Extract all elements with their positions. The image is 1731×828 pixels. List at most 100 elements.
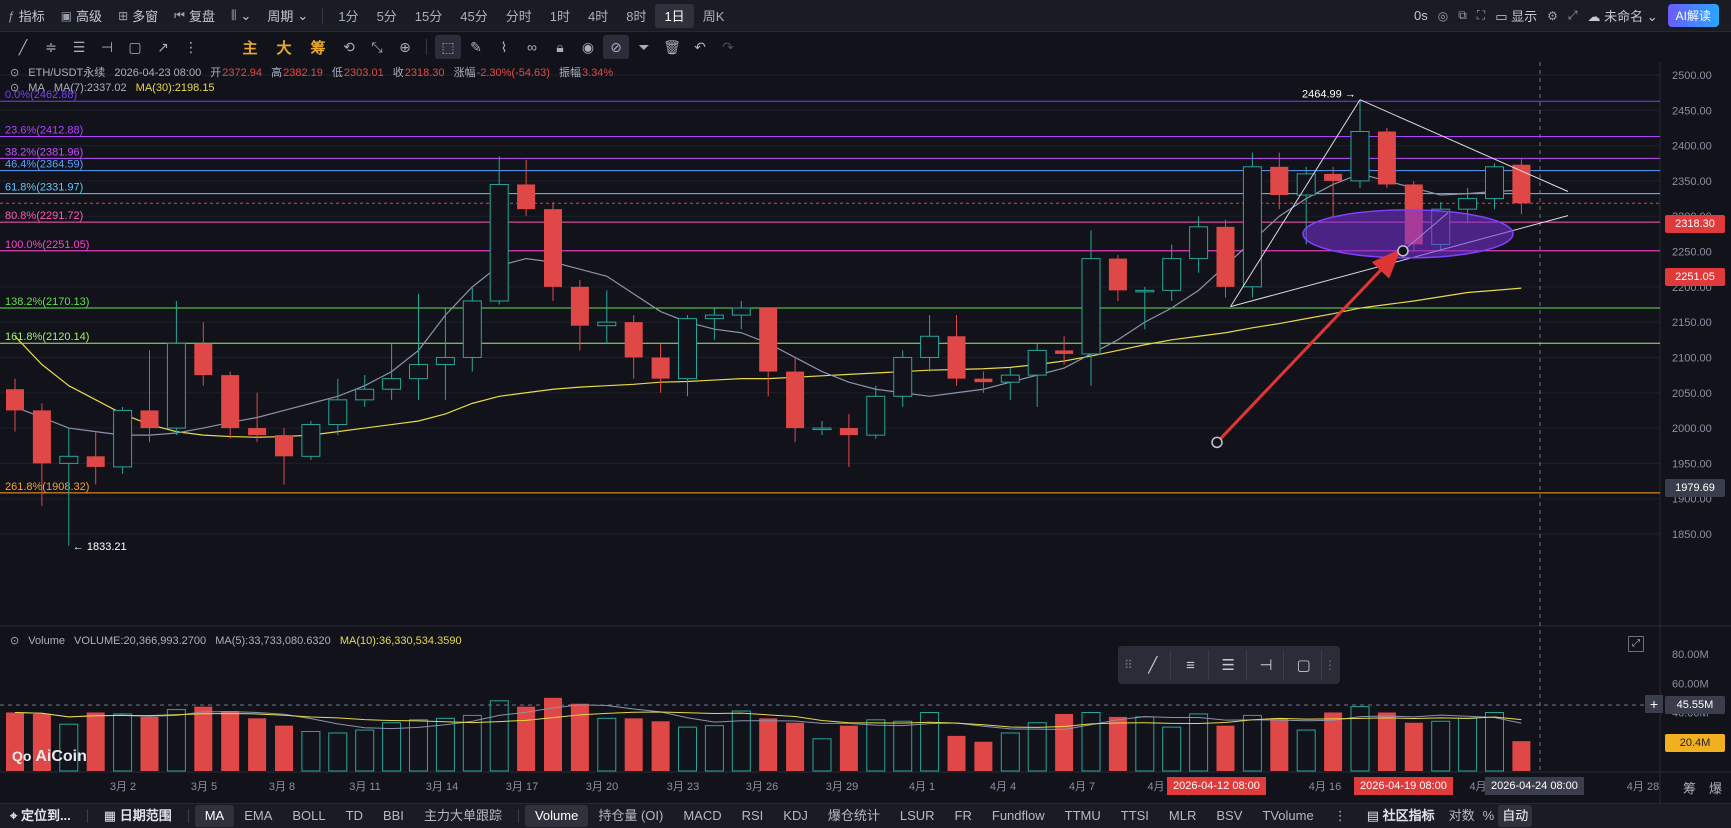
box-icon[interactable]: ▢ — [1286, 650, 1322, 680]
indicator-kdj[interactable]: KDJ — [783, 808, 808, 823]
period-5m[interactable]: 5分 — [376, 9, 397, 24]
indicator-volume[interactable]: Volume — [524, 805, 589, 827]
fullscreen-icon[interactable]: ⛶ — [1476, 8, 1486, 22]
auto-scale-toggle[interactable]: 自动 — [1498, 805, 1533, 827]
period-8h[interactable]: 8时 — [626, 9, 647, 24]
line-dash-icon[interactable]: ⊣ — [1249, 650, 1285, 680]
advanced-menu[interactable]: ▣ 高级 — [60, 8, 103, 25]
display-menu[interactable]: ▭ 显示 — [1495, 9, 1538, 24]
settings-icon[interactable]: ⚙ — [1547, 8, 1558, 23]
indicator-bsv[interactable]: BSV — [1216, 808, 1243, 823]
date-tick-label: 4月 1 — [909, 781, 935, 793]
lock-icon[interactable]: 🔒︎ — [556, 38, 564, 55]
period-4h[interactable]: 4时 — [587, 9, 609, 24]
line-width-icon[interactable]: ☰ — [1211, 650, 1247, 680]
indicator-whale-tracking[interactable]: 主力大单跟踪 — [423, 808, 502, 823]
user-drawings[interactable]: 2464.99 → ← 1833.21 — [73, 89, 1569, 553]
indicator-mlr[interactable]: MLR — [1168, 808, 1197, 823]
indicator-boll[interactable]: BOLL — [292, 808, 326, 823]
layout-name-dropdown[interactable]: ☁ 未命名 ⌄ — [1587, 9, 1658, 24]
external-icon[interactable]: ⧉ — [1458, 8, 1467, 22]
indicator-rsi[interactable]: RSI — [741, 808, 764, 823]
period-1m[interactable]: 1分 — [338, 9, 359, 24]
more-tools-icon[interactable]: ⋮ — [184, 38, 198, 55]
redo-icon[interactable]: ↷ — [722, 38, 734, 55]
log-scale-toggle[interactable]: 对数 — [1448, 808, 1475, 823]
period-timeshare[interactable]: 分时 — [505, 9, 532, 24]
candle-body — [839, 428, 858, 436]
chips-button[interactable]: 筹 — [310, 39, 326, 57]
ai-interpret-button[interactable]: AI解读 — [1667, 4, 1719, 27]
volume-bar — [1431, 720, 1451, 772]
eye-icon[interactable]: ◉ — [581, 38, 595, 55]
arrow-tool-icon[interactable]: ↗ — [157, 38, 169, 55]
period-menu[interactable]: 周期 ⌄ — [267, 7, 309, 25]
locate-button[interactable]: ⌖ 定位到... — [10, 808, 71, 823]
indicator-fr[interactable]: FR — [954, 808, 972, 823]
pencil-icon[interactable]: ✎ — [470, 38, 482, 55]
indicator-menu[interactable]: ƒ 指标 — [8, 8, 45, 25]
parallel-channel-icon[interactable]: ≑ — [45, 38, 57, 55]
chart-canvas[interactable]: 0.0%(2462.88) 23.6%(2412.88) 38.2%(2381.96… — [0, 62, 1731, 803]
indicator-lsur[interactable]: LSUR — [899, 808, 935, 823]
camera-icon[interactable]: ◎ — [1437, 8, 1449, 23]
community-indicators-button[interactable]: ▤ 社区指标 — [1366, 808, 1435, 823]
indicator-td[interactable]: TD — [345, 808, 363, 823]
chart-type-dropdown[interactable]: ⫼ ⌄ — [223, 4, 259, 28]
replay-menu[interactable]: ⏮ 复盘 — [174, 8, 215, 24]
indicator-ttsi[interactable]: TTSI — [1120, 808, 1149, 823]
fibonacci-retracement[interactable]: 0.0%(2462.88) 23.6%(2412.88) 38.2%(2381.96… — [0, 89, 1660, 494]
zoom-icon[interactable]: ⊕ — [399, 38, 411, 55]
indicator-tvolume[interactable]: TVolume — [1262, 808, 1314, 823]
collapse-icon[interactable]: ⊙ — [10, 635, 20, 647]
expand-icon[interactable]: ⤢ — [1567, 8, 1578, 22]
date-tick-label: 4月 7 — [1069, 781, 1095, 793]
more-icon[interactable]: ⋮ — [1323, 658, 1336, 672]
more-indicators-icon[interactable]: ⋮ — [1333, 808, 1347, 823]
line-color-icon[interactable]: ≡ — [1173, 650, 1209, 680]
chips-side-icon[interactable]: 筹 — [1683, 781, 1697, 796]
expand-pane-icon[interactable]: ⤢ — [1628, 636, 1644, 652]
drag-handle-icon[interactable]: ⠿ — [1124, 658, 1133, 672]
magnet-icon[interactable]: ⟲ — [343, 38, 355, 55]
indicator-ema[interactable]: EMA — [244, 808, 273, 823]
period-1h[interactable]: 1时 — [549, 9, 570, 24]
volume-bar — [786, 722, 805, 771]
add-crosshair-icon[interactable]: + — [1645, 695, 1663, 713]
trash-icon[interactable]: 🗑︎ — [663, 38, 681, 55]
large-order-button[interactable]: 大 — [276, 39, 292, 57]
date-range-button[interactable]: ▦ 日期范围 — [103, 808, 172, 823]
collapse-icon[interactable]: ⊙ — [10, 82, 20, 94]
volume-bar — [113, 713, 133, 772]
liquidation-side-icon[interactable]: 爆 — [1709, 781, 1723, 796]
cursor-select-icon[interactable]: ⬚ — [435, 35, 461, 59]
line-style-icon[interactable]: ╱ — [1135, 650, 1172, 680]
collapse-icon[interactable]: ⊙ — [10, 67, 20, 79]
indicator-ttmu[interactable]: TTMU — [1064, 808, 1101, 823]
indicator-oi[interactable]: 持仓量 (OI) — [598, 808, 664, 823]
indicator-fundflow[interactable]: Fundflow — [991, 808, 1045, 823]
period-1w[interactable]: 周K — [702, 9, 725, 24]
filter-icon[interactable]: ⏷ — [638, 38, 650, 55]
link-icon[interactable]: ∞ — [527, 39, 537, 55]
candle-body — [1242, 166, 1262, 288]
period-1d[interactable]: 1日 — [655, 3, 694, 28]
indicator-bbi[interactable]: BBI — [382, 808, 404, 823]
hide-drawings-icon[interactable]: ⊘ — [603, 35, 629, 59]
indicator-ma[interactable]: MA — [194, 805, 235, 827]
rectangle-tool-icon[interactable]: ▢ — [128, 38, 142, 55]
percent-scale-toggle[interactable]: % — [1482, 808, 1495, 823]
trendline-tool-icon[interactable]: ╱ — [18, 38, 28, 55]
brush-icon[interactable]: ⌇ — [500, 38, 508, 55]
horizontal-ray-icon[interactable]: ⊣ — [100, 38, 114, 55]
period-15m[interactable]: 15分 — [414, 9, 443, 24]
main-force-button[interactable]: 主 — [242, 39, 258, 57]
undo-icon[interactable]: ↶ — [694, 38, 706, 55]
multiwindow-menu[interactable]: ⊞ 多窗 — [118, 8, 159, 25]
horizontal-lines-icon[interactable]: ☰ — [72, 38, 86, 55]
pattern-line — [1230, 99, 1361, 307]
indicator-liquidation[interactable]: 爆仓统计 — [827, 808, 880, 823]
measure-icon[interactable]: ⤡ — [371, 38, 383, 55]
indicator-macd[interactable]: MACD — [683, 808, 722, 823]
period-45m[interactable]: 45分 — [460, 9, 488, 24]
